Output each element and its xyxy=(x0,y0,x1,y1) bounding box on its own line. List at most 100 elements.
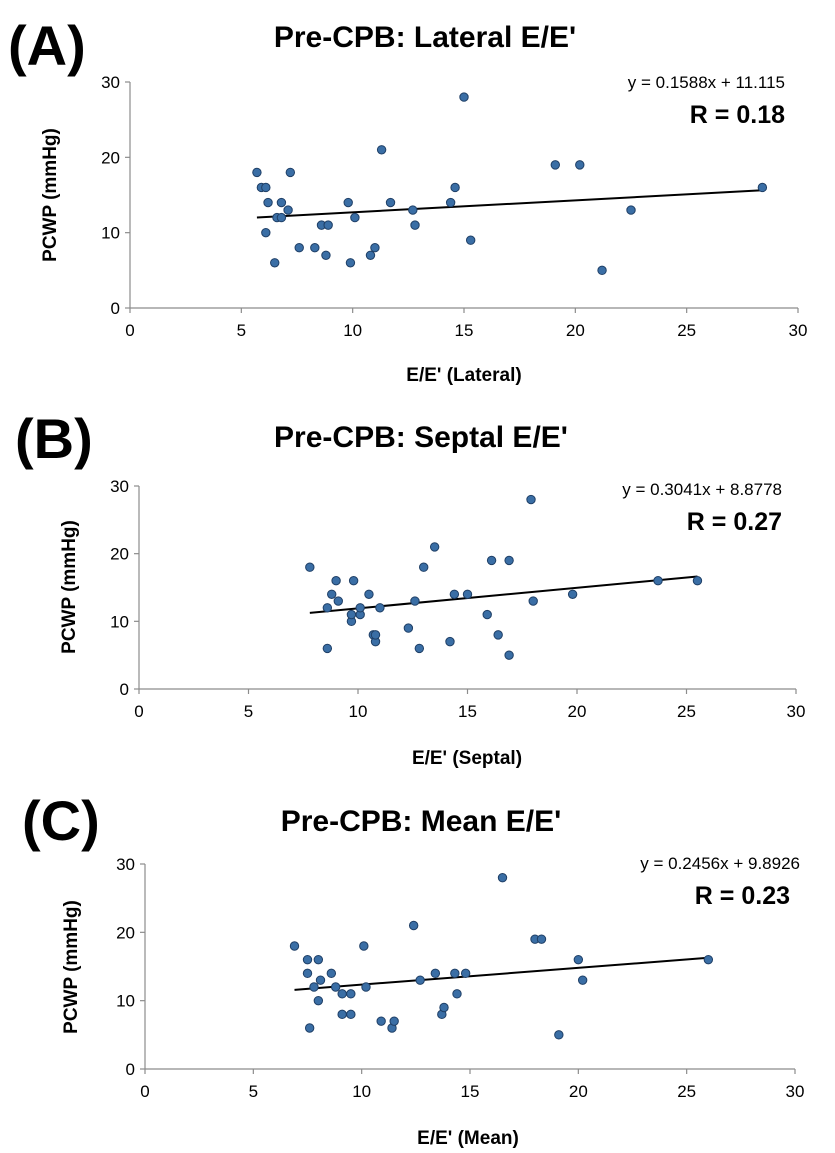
x-tick-label: 25 xyxy=(677,702,696,721)
y-tick-label: 10 xyxy=(110,612,129,631)
correlation-label: R = 0.23 xyxy=(695,882,790,910)
data-point xyxy=(410,596,420,606)
x-tick-label: 0 xyxy=(134,702,143,721)
data-point xyxy=(449,589,460,599)
data-point xyxy=(460,968,471,979)
data-point xyxy=(528,596,538,606)
chart-panel-2: (B) Pre-CPB: Septal E/E' 0 5 10 15 20 25 30 0 10 20… xyxy=(15,407,805,769)
data-point xyxy=(322,643,333,654)
x-tick-label: 20 xyxy=(569,1082,588,1101)
data-point xyxy=(573,954,584,965)
y-tick-label: 10 xyxy=(101,224,120,243)
data-point xyxy=(445,197,456,208)
data-point xyxy=(554,1030,564,1040)
data-point xyxy=(331,576,341,586)
data-point xyxy=(337,989,347,999)
trendline xyxy=(256,189,763,219)
data-point xyxy=(364,589,374,599)
data-point xyxy=(504,650,514,660)
data-point xyxy=(294,243,304,253)
data-point xyxy=(653,576,663,586)
data-point xyxy=(375,603,385,613)
data-point xyxy=(263,197,273,208)
x-tick-label: 30 xyxy=(787,702,806,721)
x-tick-label: 20 xyxy=(568,702,587,721)
x-tick-label: 15 xyxy=(455,321,474,340)
regression-equation: y = 0.3041x + 8.8778 xyxy=(622,480,782,499)
data-point xyxy=(703,954,714,965)
x-tick-label: 25 xyxy=(677,1082,696,1101)
data-point xyxy=(326,968,337,979)
correlation-label: R = 0.18 xyxy=(690,101,785,129)
x-axis-title: E/E' (Lateral) xyxy=(406,365,521,386)
data-point xyxy=(304,1023,315,1033)
data-point xyxy=(385,197,396,208)
data-point xyxy=(482,609,492,620)
data-point xyxy=(497,872,508,883)
data-point xyxy=(305,562,315,572)
data-point xyxy=(445,636,455,647)
y-tick-label: 30 xyxy=(101,73,120,92)
x-tick-label: 10 xyxy=(352,1082,371,1101)
data-point xyxy=(276,197,287,208)
data-point xyxy=(302,968,313,979)
panel-label: (A) xyxy=(8,14,86,77)
data-point xyxy=(350,212,360,223)
data-point xyxy=(757,182,768,193)
y-tick-label: 0 xyxy=(126,1060,135,1079)
x-tick-label: 0 xyxy=(140,1082,149,1101)
data-point xyxy=(439,1002,449,1013)
data-point xyxy=(408,205,418,215)
data-point xyxy=(261,227,271,238)
data-point xyxy=(504,555,514,566)
data-point xyxy=(450,968,460,979)
data-point xyxy=(414,643,425,654)
x-axis-title: E/E' (Mean) xyxy=(417,1128,519,1149)
x-tick-label: 5 xyxy=(249,1082,258,1101)
data-point xyxy=(567,589,578,599)
data-point xyxy=(315,975,326,985)
trendline xyxy=(294,956,709,991)
data-point xyxy=(345,258,356,268)
data-point xyxy=(410,220,420,230)
y-tick-label: 10 xyxy=(116,992,135,1011)
trendline xyxy=(309,575,698,614)
regression-equation: y = 0.1588x + 11.115 xyxy=(628,73,785,92)
data-point xyxy=(346,1009,356,1020)
chart-title: Pre-CPB: Mean E/E' xyxy=(281,805,562,838)
chart-panel-1: (A) Pre-CPB: Lateral E/E' 0 5 10 15 20 25 30 0 10 2… xyxy=(8,14,807,386)
data-point xyxy=(302,954,313,965)
data-point xyxy=(355,603,365,613)
y-tick-label: 30 xyxy=(116,855,135,874)
x-tick-label: 0 xyxy=(125,321,134,340)
y-tick-label: 0 xyxy=(111,299,120,318)
data-point xyxy=(403,623,414,633)
regression-equation: y = 0.2456x + 9.8926 xyxy=(640,854,800,873)
data-point xyxy=(346,989,356,999)
y-axis-title: PCWP (mmHg) xyxy=(40,128,61,262)
y-axis-title: PCWP (mmHg) xyxy=(59,520,80,654)
data-point xyxy=(322,603,333,613)
data-point xyxy=(536,934,547,944)
data-point xyxy=(309,982,319,992)
x-tick-label: 20 xyxy=(566,321,585,340)
data-point xyxy=(337,1009,347,1020)
data-point xyxy=(310,243,320,253)
data-point xyxy=(321,250,331,260)
chart-title: Pre-CPB: Septal E/E' xyxy=(274,421,568,454)
x-tick-label: 15 xyxy=(461,1082,480,1101)
data-point xyxy=(450,182,460,193)
data-point xyxy=(376,1016,386,1026)
panel-label: (B) xyxy=(15,407,93,470)
data-point xyxy=(550,160,560,170)
data-point xyxy=(276,212,287,223)
data-point xyxy=(429,542,440,552)
data-point xyxy=(626,205,636,215)
data-point xyxy=(323,220,333,230)
chart-title: Pre-CPB: Lateral E/E' xyxy=(274,21,576,54)
data-point xyxy=(313,995,324,1006)
y-tick-label: 0 xyxy=(120,680,129,699)
data-point xyxy=(327,589,337,599)
data-point xyxy=(486,555,497,566)
